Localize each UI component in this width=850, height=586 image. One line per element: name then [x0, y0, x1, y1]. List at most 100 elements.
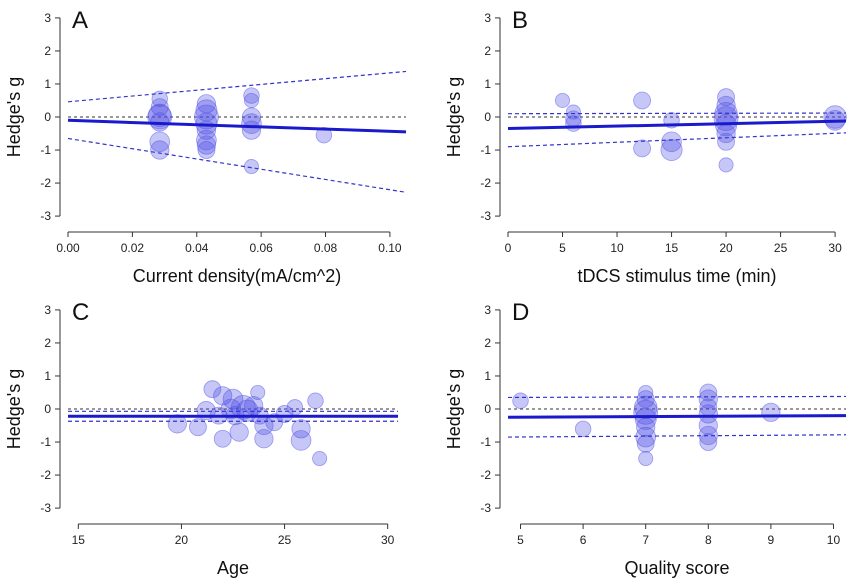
study-point: [250, 384, 266, 400]
y-tick-label: -3: [480, 209, 491, 223]
x-tick-label: 7: [642, 533, 649, 547]
study-point: [213, 429, 232, 448]
y-tick-label: 3: [44, 11, 51, 25]
study-point: [717, 88, 735, 107]
ci-upper-line: [507, 395, 847, 399]
y-tick-label: -3: [480, 501, 491, 515]
study-point: [661, 131, 682, 153]
y-tick-label: 1: [484, 369, 491, 383]
study-point: [241, 113, 262, 134]
study-point: [512, 392, 529, 409]
y-tick-label: 0: [484, 110, 491, 124]
study-point: [150, 140, 170, 160]
study-point: [761, 402, 781, 422]
x-tick-label: 0: [505, 241, 512, 255]
study-point: [243, 92, 259, 108]
ci-lower-line: [507, 434, 847, 438]
y-axis-label: Hedge's g: [444, 369, 464, 450]
chart-panel-d: D -3 -2 -1 0 1 2 3 5 6 7 8 9 10 Quality score Hedge's g: [444, 299, 847, 578]
x-tick-label: 25: [774, 241, 788, 255]
x-tick-label: 20: [719, 241, 733, 255]
y-tick-label: -2: [480, 468, 491, 482]
y-tick-label: -1: [40, 143, 51, 157]
study-point: [312, 451, 328, 467]
x-tick-label: 15: [72, 533, 86, 547]
y-tick-label: 2: [484, 336, 491, 350]
y-tick-label: -1: [40, 435, 51, 449]
y-axis-label: Hedge's g: [4, 77, 24, 158]
study-point: [197, 141, 216, 159]
chart-panel-c: C -3 -2 -1 0 1 2 3 15 20 25 30 Age Hedge's g: [4, 299, 398, 578]
x-tick-label: 0.00: [56, 241, 80, 255]
study-point: [291, 419, 311, 439]
study-point: [565, 104, 581, 120]
x-tick-label: 0.08: [314, 241, 338, 255]
y-tick-label: 1: [484, 77, 491, 91]
x-tick-label: 30: [828, 241, 842, 255]
x-tick-label: 5: [559, 241, 566, 255]
x-tick-label: 10: [610, 241, 624, 255]
study-point: [638, 451, 654, 467]
panel-letter: C: [72, 299, 89, 326]
x-axis-label: Age: [217, 558, 249, 578]
x-axis-label: Current density(mA/cm^2): [133, 266, 342, 286]
study-point: [222, 388, 244, 410]
panel-letter: A: [72, 7, 88, 34]
panel-letter: B: [512, 7, 528, 34]
y-tick-label: 0: [484, 402, 491, 416]
regression-line: [507, 414, 847, 419]
y-axis-label: Hedge's g: [444, 77, 464, 158]
study-point: [196, 129, 217, 151]
ci-lower-line: [507, 132, 847, 148]
study-point: [149, 131, 171, 153]
y-tick-label: 3: [484, 11, 491, 25]
study-point: [167, 414, 187, 434]
y-axis-label: Hedge's g: [4, 369, 24, 450]
y-tick-label: -2: [480, 176, 491, 190]
study-point: [565, 115, 582, 132]
chart-panel-a: A -3 -2 -1 0 1 2 3 0.00 0.02 0.04 0.06 0.08 0.10 Curre…: [4, 7, 407, 286]
study-point: [148, 103, 172, 128]
x-tick-label: 8: [705, 533, 712, 547]
x-tick-label: 0.04: [185, 241, 209, 255]
x-tick-label: 10: [827, 533, 841, 547]
x-tick-label: 9: [768, 533, 775, 547]
study-point: [241, 120, 262, 140]
x-axis-label: Quality score: [624, 558, 729, 578]
study-point: [718, 157, 734, 173]
panel-letter: D: [512, 299, 529, 326]
x-tick-label: 15: [665, 241, 679, 255]
study-point: [275, 405, 294, 423]
y-tick-label: -1: [480, 143, 491, 157]
x-tick-label: 0.02: [121, 241, 145, 255]
y-tick-label: -1: [480, 435, 491, 449]
study-point: [698, 404, 718, 424]
x-tick-label: 30: [381, 533, 395, 547]
study-point: [636, 390, 655, 408]
y-tick-label: 2: [44, 336, 51, 350]
y-tick-label: -3: [40, 209, 51, 223]
regression-line: [67, 118, 407, 134]
y-tick-label: 3: [484, 303, 491, 317]
x-tick-label: 0.06: [249, 241, 273, 255]
study-point: [189, 418, 207, 437]
study-point: [717, 132, 735, 151]
y-tick-label: -3: [40, 501, 51, 515]
x-axis-label: tDCS stimulus time (min): [577, 266, 776, 286]
study-point: [196, 135, 217, 155]
study-point: [633, 139, 652, 158]
x-tick-label: 0.10: [378, 241, 402, 255]
y-tick-label: 2: [484, 44, 491, 58]
y-tick-label: -2: [40, 468, 51, 482]
study-point: [574, 420, 592, 438]
ci-upper-line: [67, 70, 407, 103]
study-point: [660, 139, 683, 162]
study-point: [243, 87, 260, 104]
y-tick-label: 0: [44, 402, 51, 416]
study-point: [636, 434, 655, 453]
study-point: [633, 91, 652, 110]
y-tick-label: 2: [44, 44, 51, 58]
x-tick-label: 20: [175, 533, 189, 547]
